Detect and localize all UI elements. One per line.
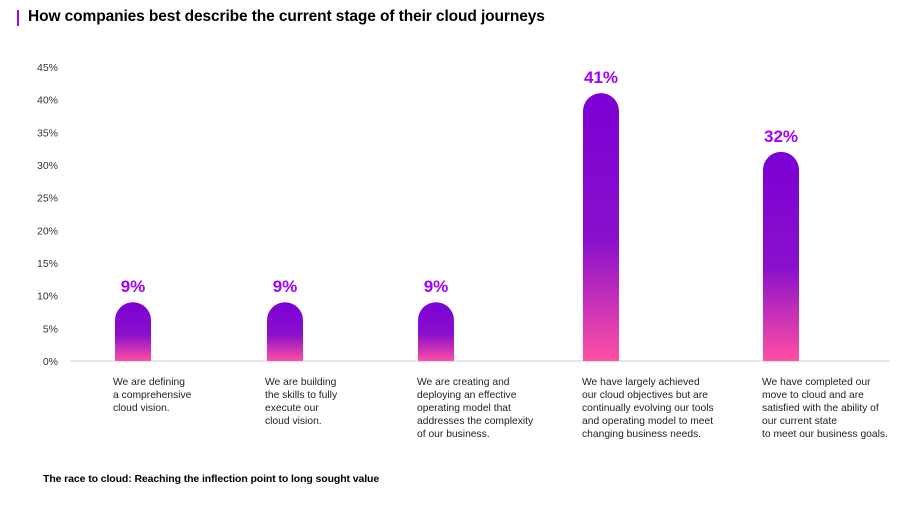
title-accent-bar [17, 10, 19, 26]
category-label-line: deploying an effective [417, 390, 517, 401]
category-label: We are creating and deploying an effectiv… [417, 376, 533, 441]
y-tick-label: 35% [37, 127, 58, 139]
category-label-line: operating model that [417, 403, 511, 414]
bar-chart: 0% 5% 10% 15% 20% 25% 30% 35% 40% 45% 9% 9% 9% 41% 32… [37, 62, 890, 368]
category-label-line: changing business needs. [582, 429, 702, 440]
category-label-line: satisfied with the ability of [762, 403, 879, 414]
category-label-line: execute our [265, 403, 319, 414]
category-label-line: and operating model to meet [582, 416, 714, 427]
y-tick-label: 10% [37, 291, 58, 303]
bars-group [115, 93, 799, 361]
category-label-line: of our business. [417, 429, 490, 440]
category-label-line: We are building [265, 377, 337, 388]
bar-value-label: 41% [584, 68, 618, 87]
category-label-line: cloud vision. [265, 416, 322, 427]
category-label-line: continually evolving our tools [582, 403, 714, 414]
category-label: We are defining a comprehensive cloud visi… [113, 376, 191, 415]
category-label-line: the skills to fully [265, 390, 338, 401]
category-label: We have completed our move to cloud and a… [762, 376, 888, 441]
bar [115, 302, 151, 361]
bar [418, 302, 455, 361]
y-tick-label: 5% [43, 323, 58, 335]
y-tick-label: 40% [37, 95, 58, 107]
bar [267, 302, 303, 361]
category-label-line: a comprehensive [113, 390, 192, 401]
category-label-line: move to cloud and are [762, 390, 864, 401]
category-label-line: our current state [762, 416, 837, 427]
bar-value-label: 9% [121, 277, 146, 296]
bar-value-label: 9% [273, 277, 298, 296]
category-label-line: We are defining [113, 377, 185, 388]
category-label: We are building the skills to fully execut… [265, 376, 337, 428]
bar [583, 93, 619, 361]
y-tick-label: 25% [37, 193, 58, 205]
category-label-line: cloud vision. [113, 403, 170, 414]
category-label-line: We are creating and [417, 377, 510, 388]
category-label-line: We have completed our [762, 377, 871, 388]
category-label-line: our cloud objectives but are [582, 390, 708, 401]
footer-caption: The race to cloud: Reaching the inflecti… [43, 473, 380, 485]
y-tick-label: 30% [37, 160, 58, 172]
bar-value-label: 9% [424, 277, 449, 296]
category-label-line: addresses the complexity [417, 416, 534, 427]
category-label-line: to meet our business goals. [762, 429, 888, 440]
category-label-line: We have largely achieved [582, 377, 700, 388]
bar [763, 151, 799, 361]
y-axis: 0% 5% 10% 15% 20% 25% 30% 35% 40% 45% [37, 62, 58, 368]
y-tick-label: 45% [37, 62, 58, 74]
chart-title: How companies best describe the current … [28, 8, 545, 25]
bar-value-label: 32% [764, 127, 798, 146]
y-tick-label: 20% [37, 225, 58, 237]
category-label: We have largely achieved our cloud object… [582, 376, 714, 441]
y-tick-label: 0% [43, 356, 58, 368]
value-labels-group: 9% 9% 9% 41% 32% [121, 68, 798, 296]
y-tick-label: 15% [37, 258, 58, 270]
